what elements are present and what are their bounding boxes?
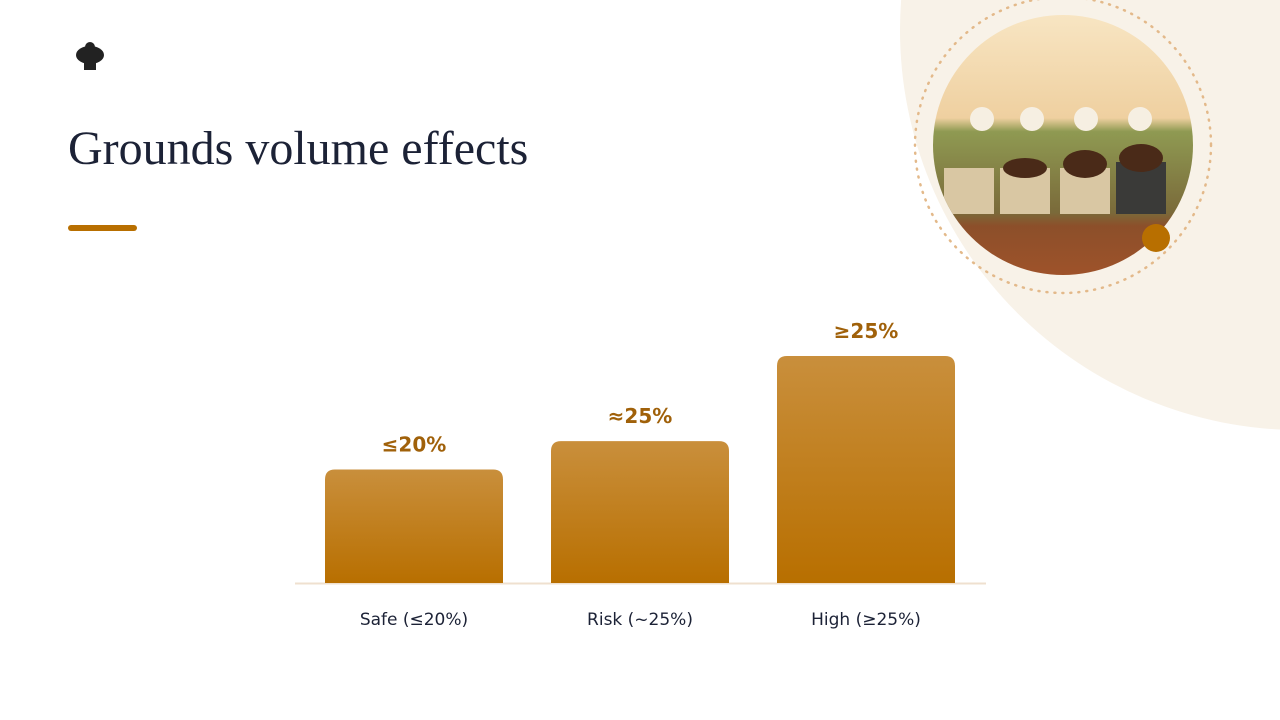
logo: [76, 42, 104, 70]
slide-title: Grounds volume effects: [68, 122, 528, 175]
accent-dot: [1142, 224, 1170, 252]
bar: [551, 441, 729, 583]
title-underline: [68, 225, 137, 231]
category-label: Safe (≤20%): [360, 610, 468, 630]
category-label: Risk (~25%): [587, 610, 693, 630]
category-label: High (≥25%): [811, 610, 921, 630]
bar: [325, 469, 503, 583]
dotted-ring: [913, 0, 1213, 295]
value-label: ≈25%: [608, 404, 673, 428]
bar: [777, 356, 955, 583]
value-label: ≥25%: [834, 319, 899, 343]
value-label: ≤20%: [382, 433, 447, 457]
